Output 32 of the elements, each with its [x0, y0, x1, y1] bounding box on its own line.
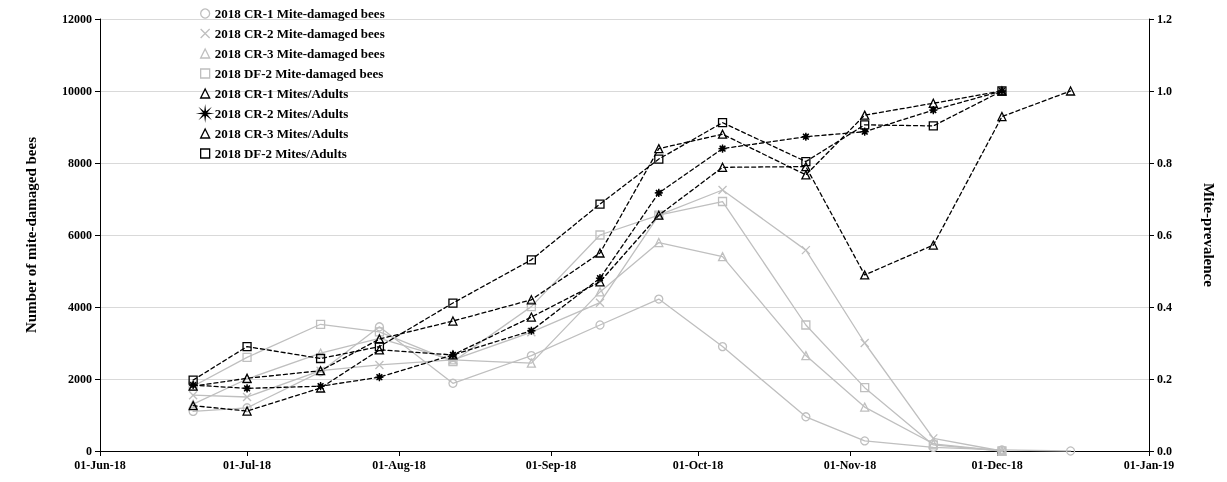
- legend-label: 2018 CR-3 Mite-damaged bees: [214, 46, 385, 61]
- y2-tick-label: 0.4: [1157, 300, 1172, 314]
- x-tick-label: 01-Nov-18: [823, 458, 877, 472]
- legend-label: 2018 DF-2 Mites/Adults: [214, 146, 347, 161]
- y2-axis-title: Mite-prevalence: [1200, 183, 1217, 288]
- y2-tick-label: 1.0: [1157, 84, 1172, 98]
- x-tick-label: 01-Aug-18: [372, 458, 426, 472]
- y2-tick-label: 0.8: [1157, 156, 1172, 170]
- y-tick-label: 4000: [68, 300, 92, 314]
- y2-tick-label: 0.2: [1157, 372, 1172, 386]
- y2-tick-label: 0.6: [1157, 228, 1172, 242]
- x-tick-label: 01-Jun-18: [74, 458, 126, 472]
- legend-label: 2018 CR-1 Mite-damaged bees: [214, 6, 385, 21]
- y-axis-title: Number of mite-damaged bees: [22, 136, 39, 333]
- x-tick-label: 01-Dec-18: [971, 458, 1023, 472]
- legend-label: 2018 CR-2 Mite-damaged bees: [214, 26, 385, 41]
- y2-tick-label: 0.0: [1157, 444, 1172, 458]
- y-tick-label: 6000: [68, 228, 92, 242]
- legend-label: 2018 CR-1 Mites/Adults: [214, 86, 349, 101]
- y-tick-label: 8000: [68, 156, 92, 170]
- x-tick-label: 01-Jan-19: [1123, 458, 1175, 472]
- y-tick-label: 12000: [62, 12, 92, 26]
- y2-tick-label: 1.2: [1157, 12, 1172, 26]
- legend-label: 2018 CR-3 Mites/Adults: [214, 126, 349, 141]
- x-tick-label: 01-Jul-18: [223, 458, 272, 472]
- x-tick-label: 01-Sep-18: [525, 458, 577, 472]
- y-tick-label: 2000: [68, 372, 92, 386]
- legend-label: 2018 CR-2 Mites/Adults: [214, 106, 349, 121]
- x-tick-label: 01-Oct-18: [672, 458, 724, 472]
- y-tick-label: 10000: [62, 84, 92, 98]
- legend-label: 2018 DF-2 Mite-damaged bees: [214, 66, 384, 81]
- y-tick-label: 0: [86, 444, 92, 458]
